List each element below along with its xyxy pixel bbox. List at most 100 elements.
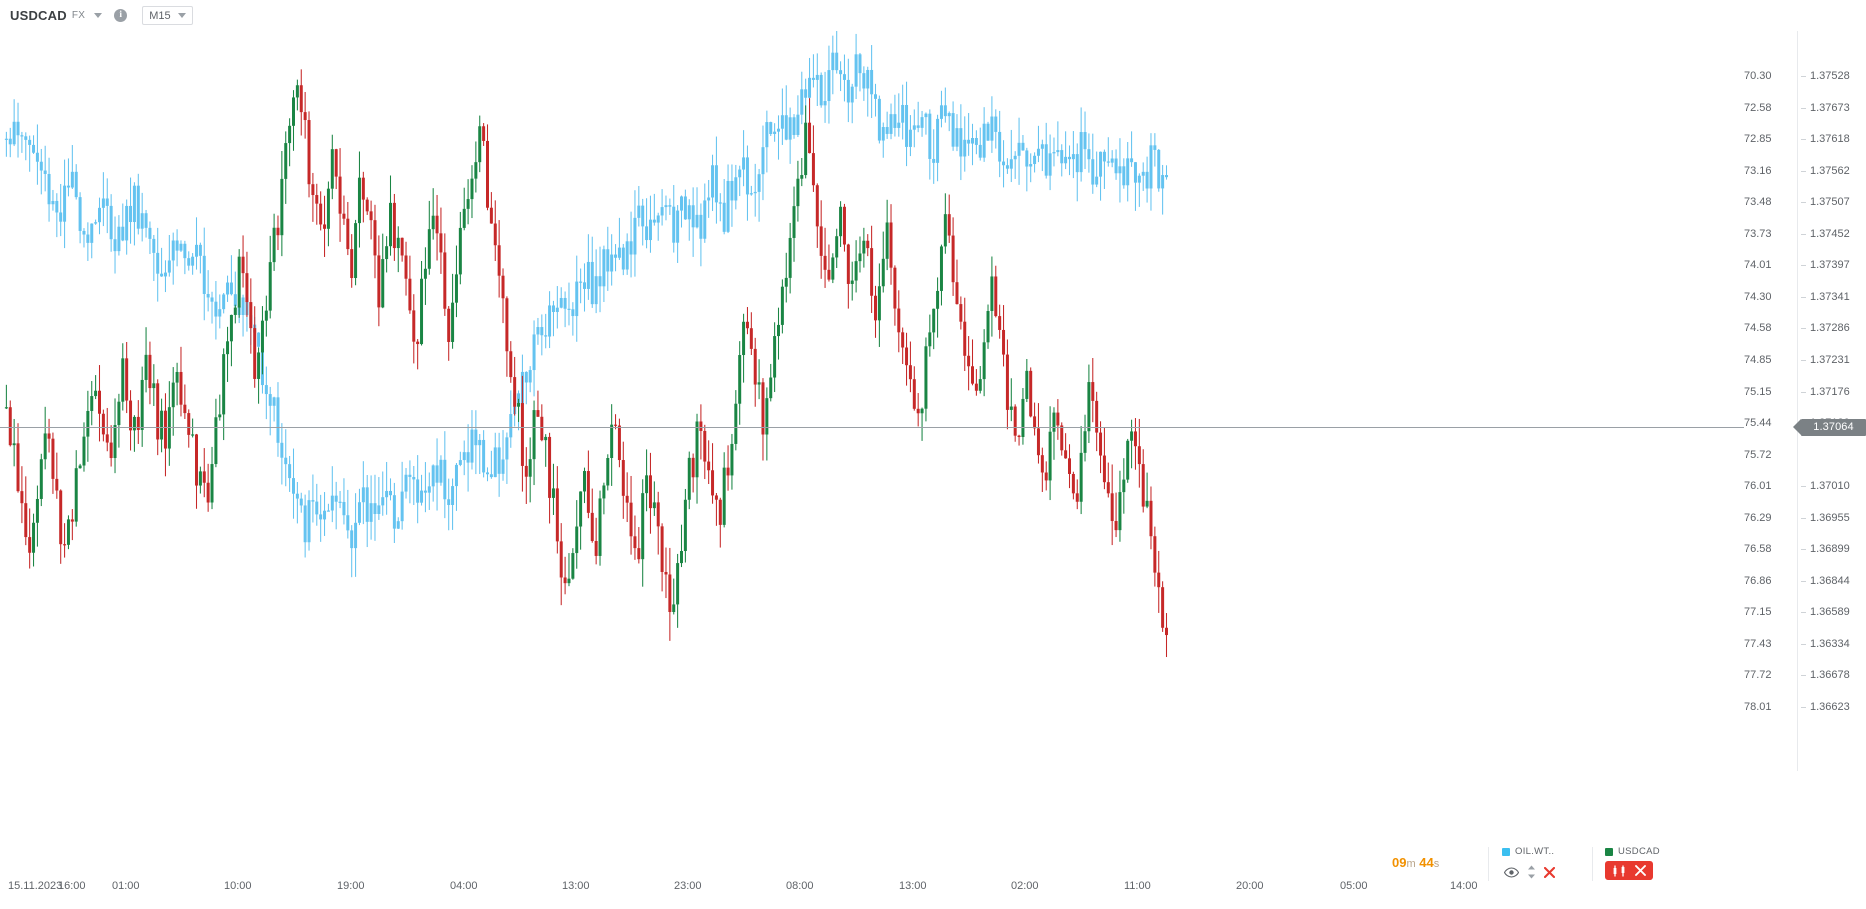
- axis-tick-mark: [1801, 139, 1806, 141]
- axis-tick-mark: [1801, 296, 1806, 298]
- price-axis-row: 72.58 1.37673: [1744, 102, 1866, 116]
- candlestick-icon[interactable]: [1612, 865, 1626, 877]
- countdown-minutes: 09: [1392, 855, 1407, 870]
- time-axis-tick-label: 20:00: [1236, 880, 1264, 892]
- legend-divider: [1592, 847, 1593, 881]
- right-axis-tick-label: 1.36623: [1810, 701, 1850, 713]
- time-axis-tick-label: 02:00: [1011, 880, 1039, 892]
- price-badge-pointer: [1793, 418, 1801, 435]
- axis-tick-mark: [1801, 233, 1806, 235]
- left-axis-tick-label: 77.15: [1744, 606, 1772, 619]
- timeframe-selector[interactable]: M15: [142, 6, 193, 25]
- axis-tick-mark: [1801, 517, 1806, 519]
- left-axis-tick-label: 78.01: [1744, 701, 1772, 713]
- left-axis-tick-label: 76.86: [1744, 574, 1772, 587]
- left-axis-tick-label: 74.30: [1744, 290, 1772, 303]
- time-axis-tick-label: 19:00: [337, 880, 365, 892]
- axis-tick-mark: [1801, 359, 1806, 361]
- legend-color-swatch: [1502, 847, 1510, 856]
- close-icon[interactable]: [1635, 865, 1646, 876]
- left-axis-tick-label: 75.44: [1744, 417, 1772, 430]
- price-axis-row: 74.30 1.37341: [1744, 291, 1866, 305]
- price-axis-row: 73.16 1.37562: [1744, 165, 1866, 179]
- countdown-minutes-unit: m: [1406, 858, 1416, 870]
- top-toolbar: USDCAD FX i M15: [0, 0, 1866, 31]
- countdown-seconds: 44: [1419, 855, 1434, 870]
- symbol-name[interactable]: USDCAD: [10, 8, 67, 23]
- timeframe-label: M15: [149, 9, 171, 22]
- right-axis-tick-label: 1.37618: [1810, 133, 1850, 146]
- legend-header-usdcad: USDCAD: [1605, 845, 1660, 858]
- axis-tick-mark: [1801, 107, 1806, 109]
- legend-tools-oil-wt: [1502, 862, 1555, 882]
- right-axis-tick-label: 1.36678: [1810, 669, 1850, 682]
- axis-tick-mark: [1801, 707, 1806, 708]
- time-axis-tick-label: 01:00: [112, 880, 140, 892]
- right-axis-tick-label: 1.37528: [1810, 70, 1850, 82]
- price-axis-row: 76.29 1.36955: [1744, 512, 1866, 526]
- up-down-arrows-icon[interactable]: [1527, 865, 1536, 879]
- right-axis-tick-label: 1.36589: [1810, 606, 1850, 619]
- time-axis[interactable]: 15.11.2023 16:00 01:00 10:00 19:00 04:00 13:00…: [0, 880, 1866, 909]
- time-axis-tick-label: 15.11.2023: [8, 880, 63, 892]
- legend-divider: [1488, 847, 1489, 881]
- left-axis-tick-label: 74.01: [1744, 259, 1772, 272]
- time-axis-tick-label: 14:00: [1450, 880, 1478, 892]
- legend-tools-usdcad: [1605, 861, 1653, 880]
- price-axis-row: 70.30 1.37528: [1744, 70, 1866, 84]
- countdown-seconds-unit: s: [1433, 858, 1440, 870]
- bar-countdown-timer: 09m 44s: [1392, 855, 1439, 870]
- right-axis-tick-label: 1.37286: [1810, 322, 1850, 335]
- axis-divider: [1797, 31, 1798, 771]
- time-axis-tick-label: 04:00: [450, 880, 478, 892]
- price-axis-row: 74.58 1.37286: [1744, 322, 1866, 336]
- axis-tick-mark: [1801, 675, 1806, 677]
- left-axis-tick-label: 76.01: [1744, 480, 1772, 493]
- price-axis-row: 77.15 1.36589: [1744, 606, 1866, 620]
- left-axis-tick-label: 77.72: [1744, 669, 1772, 682]
- chevron-down-icon[interactable]: [94, 13, 103, 18]
- axis-tick-mark: [1801, 202, 1806, 204]
- close-icon[interactable]: [1544, 866, 1555, 878]
- time-axis-tick-label: 10:00: [224, 880, 252, 892]
- chevron-down-icon[interactable]: [177, 13, 186, 18]
- time-axis-tick-label: 23:00: [674, 880, 702, 892]
- time-axis-tick-label: 13:00: [562, 880, 590, 892]
- info-icon[interactable]: i: [114, 9, 128, 22]
- price-axis-row: 76.58 1.36899: [1744, 543, 1866, 557]
- axis-tick-mark: [1801, 612, 1806, 614]
- right-axis-tick-label: 1.36955: [1810, 511, 1850, 524]
- legend-label-usdcad: USDCAD: [1618, 846, 1660, 857]
- eye-icon[interactable]: [1504, 866, 1519, 878]
- right-axis-tick-label: 1.36334: [1810, 637, 1850, 650]
- axis-tick-mark: [1801, 76, 1806, 77]
- chart-plot-area[interactable]: [0, 31, 1744, 771]
- price-axis-row: 74.01 1.37397: [1744, 259, 1866, 273]
- legend-item-usdcad: USDCAD: [1605, 845, 1660, 882]
- time-axis-tick-label: 16:00: [58, 880, 86, 892]
- right-axis-tick-label: 1.37341: [1810, 290, 1850, 303]
- symbol-category: FX: [71, 10, 86, 21]
- axis-tick-mark: [1801, 580, 1806, 582]
- right-axis-tick-label: 1.37562: [1810, 164, 1850, 177]
- axis-tick-mark: [1801, 265, 1806, 267]
- left-axis-tick-label: 70.30: [1744, 70, 1772, 82]
- price-axis-panel[interactable]: 70.30 1.37528 72.58 1.37673 72.85 1.37618 73.1…: [1744, 31, 1866, 771]
- axis-tick-mark: [1801, 170, 1806, 172]
- left-axis-tick-label: 73.48: [1744, 196, 1772, 209]
- right-axis-tick-label: 1.36899: [1810, 543, 1850, 556]
- price-axis-row: 78.01 1.36623: [1744, 701, 1866, 715]
- time-axis-tick-label: 05:00: [1340, 880, 1368, 892]
- price-axis-row: 75.72: [1744, 449, 1866, 463]
- time-axis-tick-label: 08:00: [786, 880, 814, 892]
- right-axis-tick-label: 1.37397: [1810, 259, 1850, 272]
- axis-tick-mark: [1801, 486, 1806, 488]
- left-axis-tick-label: 76.29: [1744, 511, 1772, 524]
- left-axis-tick-label: 72.58: [1744, 101, 1772, 114]
- legend-color-swatch: [1605, 847, 1613, 856]
- right-axis-tick-label: 1.37231: [1810, 353, 1850, 366]
- left-axis-tick-label: 74.58: [1744, 322, 1772, 335]
- legend-header-oil-wt: OIL.WT..: [1502, 845, 1555, 858]
- price-axis-row: 72.85 1.37618: [1744, 133, 1866, 147]
